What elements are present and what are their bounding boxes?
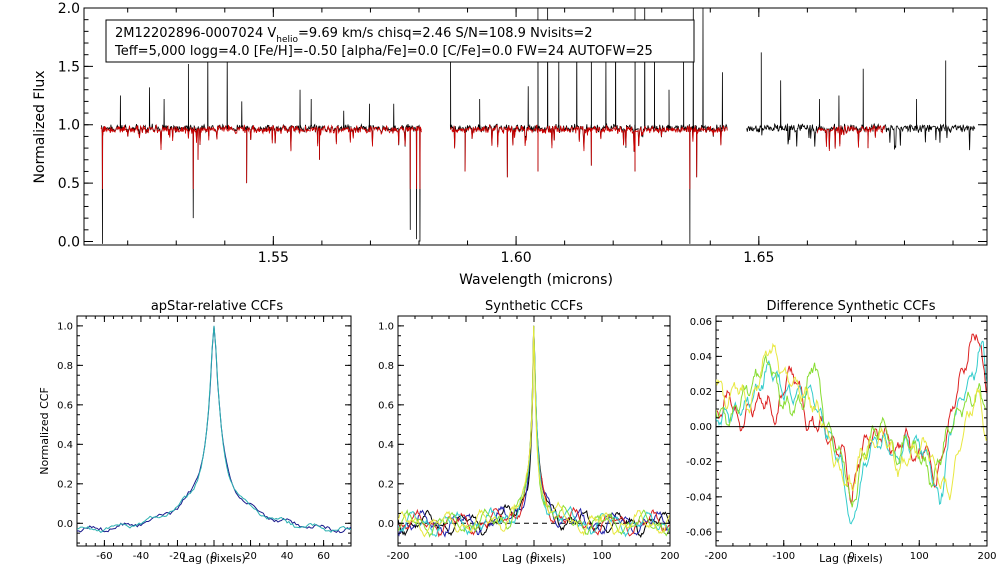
apstar-ccf-xlabel: Lag (pixels) [182,552,246,565]
apstar-ccf-ytick-label: 0.8 [57,361,73,372]
apstar-ccf-ytick-label: 0.2 [57,479,73,490]
synthetic-ccf-ytick-label: 0.0 [378,519,394,530]
spectrum-xlabel: Wavelength (microns) [459,272,613,288]
spectrum-observed-line [100,48,422,244]
difference-ccf-title: Difference Synthetic CCFs [766,299,935,314]
difference-ccf-ytick-label: 0.00 [690,422,712,433]
synthetic-ccf-series-line [398,325,670,538]
synthetic-ccf-ytick-label: 0.4 [378,440,394,451]
difference-ccf-xtick-label: 200 [977,551,996,562]
apstar-ccf-xtick-label: 0 [211,551,217,562]
apstar-ccf-xtick-label: 20 [244,551,257,562]
spectrum-xtick-label: 1.55 [258,250,289,266]
synthetic-ccf-ticks: -200 -100 0 100 200 0.0 0.2 0.4 0.6 0.8 1.0 [378,316,680,562]
apstar-ccf-xtick-label: 60 [317,551,330,562]
spectrum-annotation-line2: Teff=5,000 logg=4.0 [Fe/H]=-0.50 [alpha/… [114,44,653,59]
difference-ccf-panel: Difference Synthetic CCFs -200 -100 0 100 20… [686,299,996,565]
spectrum-ytick-label: 0.0 [58,234,80,250]
apstar-ccf-plot-area [77,325,351,534]
difference-ccf-xlabel: Lag (pixels) [819,552,883,565]
spectrum-model-line [450,123,728,189]
spectrum-model-line [100,124,422,189]
synthetic-ccf-title: Synthetic CCFs [485,299,583,314]
difference-ccf-ytick-label: -0.06 [686,527,712,538]
difference-ccf-xtick-label: 0 [848,551,854,562]
synthetic-ccf-plot-area [398,325,670,539]
spectrum-ytick-label: 0.5 [58,176,80,192]
apstar-ccf-ytick-label: 0.6 [57,400,73,411]
spectrum-ylabel: Normalized Flux [32,71,48,184]
apstar-ccf-xtick-label: -60 [96,551,112,562]
synthetic-ccf-ytick-label: 1.0 [378,321,394,332]
difference-ccf-series-line [716,342,987,501]
apstar-ccf-xtick-label: 40 [281,551,294,562]
apstar-ccf-xtick-label: -40 [133,551,149,562]
difference-ccf-ytick-label: -0.04 [686,492,712,503]
spectrum-axes-frame [83,7,988,246]
difference-ccf-ytick-label: 0.04 [690,352,712,363]
spectrum-ytick-label: 1.5 [58,59,80,75]
apstar-ccf-axes-frame [76,315,352,547]
difference-ccf-series-line [716,353,987,508]
synthetic-ccf-xtick-label: 100 [592,551,611,562]
spectrum-panel: 1.55 1.60 1.65 0.0 0.5 1.0 1.5 2.0 2M12202896-0… [32,1,988,288]
synthetic-ccf-xtick-label: 200 [660,551,679,562]
apstar-ccf-ytick-label: 0.0 [57,519,73,530]
synthetic-ccf-xtick-label: 0 [531,551,537,562]
synthetic-ccf-xtick-label: -100 [455,551,478,562]
synthetic-ccf-ytick-label: 0.2 [378,479,394,490]
difference-ccf-ytick-label: 0.06 [690,317,712,328]
apstar-ccf-ticks: -60 -40 -20 0 20 40 60 0.0 0.2 0.4 0.6 0.8 1.0 [57,316,352,562]
apstar-ccf-ytick-label: 0.4 [57,440,73,451]
apstar-ccf-ytick-label: 1.0 [57,321,73,332]
apstar-ccf-xtick-label: -20 [169,551,185,562]
spectrum-model-line [816,125,886,152]
difference-ccf-axes-frame [715,315,988,547]
difference-ccf-ytick-label: 0.02 [690,387,712,398]
difference-ccf-ticks: -200 -100 0 100 200 -0.06 -0.04 -0.02 0.00 0.02 0.… [686,316,997,562]
synthetic-ccf-panel: Synthetic CCFs -200 -100 0 100 200 0.0 0.2 0.4 0… [378,299,679,565]
difference-ccf-plot-area [716,333,987,525]
difference-ccf-series-line [716,340,987,525]
difference-ccf-ytick-label: -0.02 [686,457,712,468]
synthetic-ccf-xlabel: Lag (pixels) [502,552,566,565]
apstar-ccf-title: apStar-relative CCFs [151,299,284,314]
spectrum-annotation-line1: 2M12202896-0007024 Vhelio=9.69 km/s chis… [115,26,593,45]
apstar-ccf-ylabel: Normalized CCF [38,387,51,475]
spectrum-observed-line [746,52,976,151]
difference-ccf-xtick-label: -100 [772,551,795,562]
spectrum-xtick-label: 1.65 [743,250,774,266]
spectrum-ytick-label: 1.0 [58,118,80,134]
apstar-ccf-series-line [77,325,351,534]
spectrum-xtick-label: 1.60 [500,250,531,266]
synthetic-ccf-ytick-label: 0.6 [378,400,394,411]
difference-ccf-xtick-label: -200 [705,551,728,562]
apstar-ccf-panel: apStar-relative CCFs -60 -40 -20 0 20 40 60 0.0… [38,299,352,565]
spectrum-annotation-box [105,19,695,63]
apstar-ccf-series-line [77,325,351,534]
difference-ccf-xtick-label: 100 [910,551,929,562]
spectrum-ticks: 1.55 1.60 1.65 0.0 0.5 1.0 1.5 2.0 [58,1,987,266]
synthetic-ccf-xtick-label: -200 [387,551,410,562]
synthetic-ccf-ytick-label: 0.8 [378,361,394,372]
spectrum-ytick-label: 2.0 [58,1,80,17]
